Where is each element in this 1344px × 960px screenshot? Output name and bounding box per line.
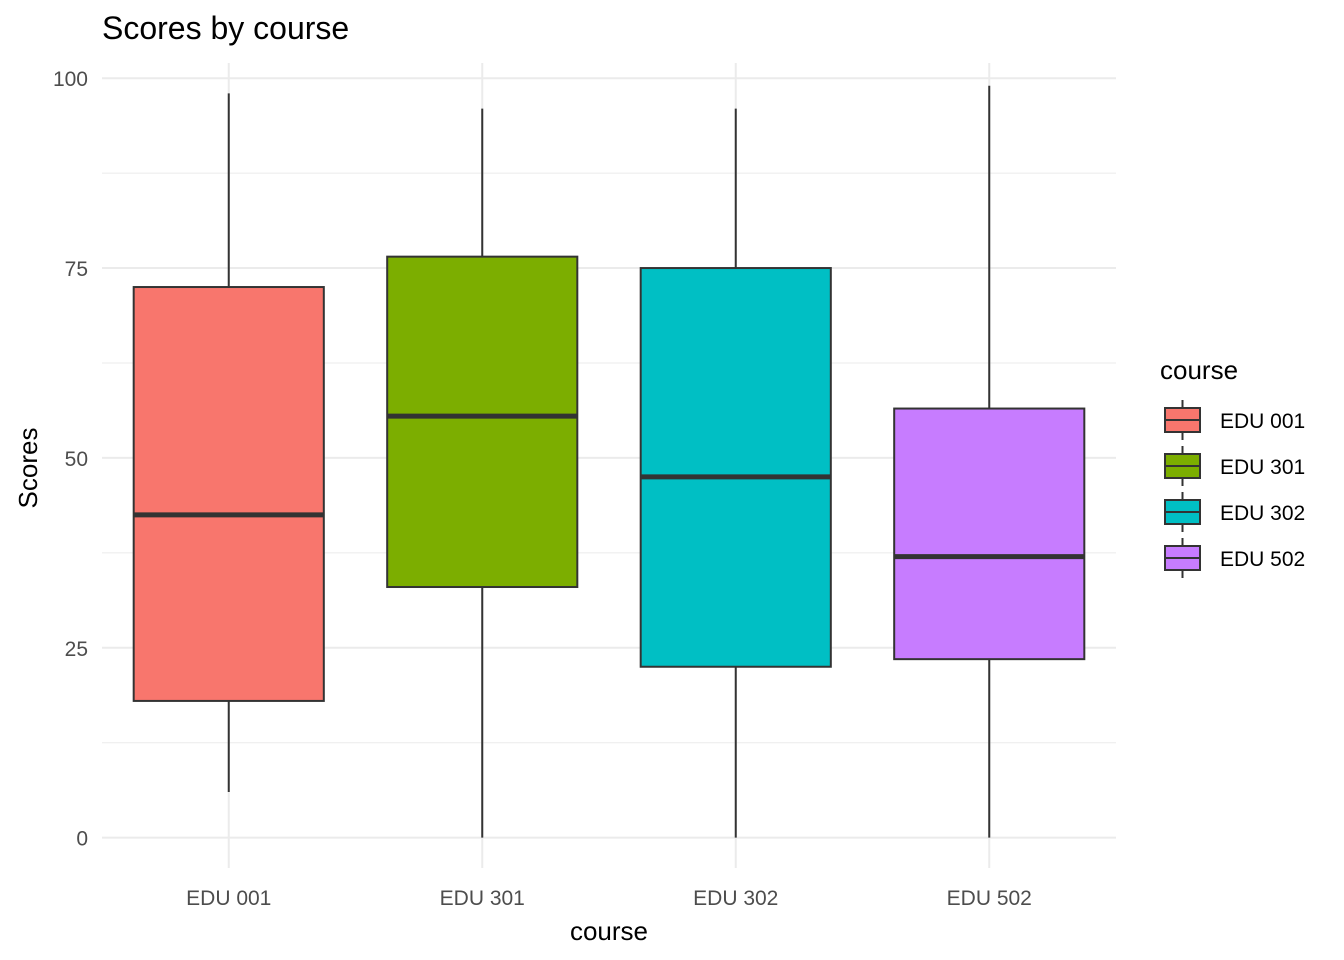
y-tick-label: 100 xyxy=(53,68,88,91)
y-tick-label: 0 xyxy=(76,828,88,851)
y-tick-label: 75 xyxy=(65,258,88,281)
x-tick-labels: EDU 001 EDU 301 EDU 302 EDU 502 xyxy=(186,887,1032,910)
legend-label: EDU 302 xyxy=(1220,502,1305,525)
y-tick-labels: 0 25 50 75 100 xyxy=(53,68,88,850)
legend-label: EDU 502 xyxy=(1220,548,1305,571)
legend-items: EDU 001 EDU 301 EDU 302 EDU 502 xyxy=(1164,400,1305,578)
legend-item-edu-001: EDU 001 xyxy=(1164,400,1305,440)
legend-title: course xyxy=(1160,355,1238,385)
legend-label: EDU 301 xyxy=(1220,456,1305,479)
box-edu-502 xyxy=(893,85,1086,838)
box-edu-301 xyxy=(386,108,579,838)
legend-item-edu-301: EDU 301 xyxy=(1164,446,1305,486)
legend: course EDU 001 EDU 301 EDU 302 EDU 502 xyxy=(1160,355,1305,578)
box-iqr xyxy=(132,286,325,702)
legend-label: EDU 001 xyxy=(1220,410,1305,433)
box-edu-001 xyxy=(132,93,325,793)
y-tick-label: 25 xyxy=(65,638,88,661)
box-iqr xyxy=(386,255,579,589)
x-tick-label: EDU 301 xyxy=(440,887,525,910)
box-iqr xyxy=(639,267,832,668)
box-iqr xyxy=(893,407,1086,661)
x-tick-label: EDU 302 xyxy=(693,887,778,910)
boxes xyxy=(132,85,1086,838)
y-axis-label: Scores xyxy=(13,428,43,509)
legend-item-edu-502: EDU 502 xyxy=(1164,538,1305,578)
x-axis-label: course xyxy=(570,916,648,946)
x-tick-label: EDU 502 xyxy=(947,887,1032,910)
chart-title: Scores by course xyxy=(102,10,350,46)
box-edu-302 xyxy=(639,108,832,838)
x-tick-label: EDU 001 xyxy=(186,887,271,910)
legend-item-edu-302: EDU 302 xyxy=(1164,492,1305,532)
y-tick-label: 50 xyxy=(65,448,88,471)
